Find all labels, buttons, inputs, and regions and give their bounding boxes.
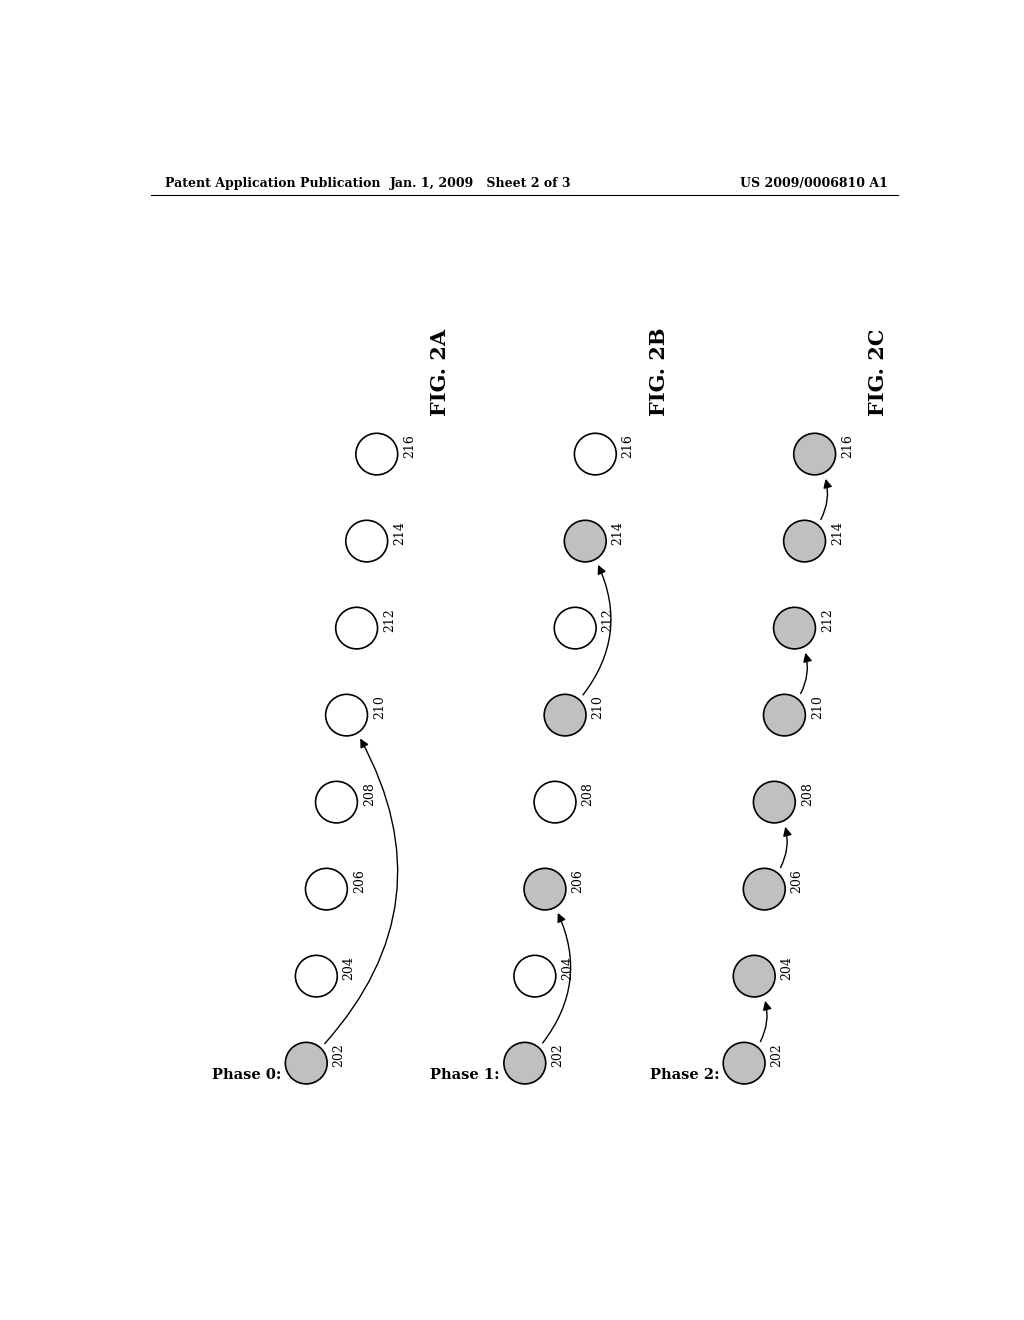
Text: 214: 214: [611, 521, 625, 545]
Circle shape: [794, 433, 836, 475]
Circle shape: [544, 694, 586, 737]
Text: FIG. 2A: FIG. 2A: [430, 329, 451, 416]
Circle shape: [733, 956, 775, 997]
Circle shape: [286, 1043, 328, 1084]
Circle shape: [326, 694, 368, 737]
Text: Phase 0:: Phase 0:: [212, 1068, 281, 1081]
Circle shape: [783, 520, 825, 562]
Circle shape: [336, 607, 378, 649]
Circle shape: [773, 607, 815, 649]
Text: 216: 216: [403, 434, 416, 458]
Text: 208: 208: [582, 781, 594, 807]
Text: 214: 214: [393, 521, 407, 545]
Circle shape: [295, 956, 337, 997]
Text: 216: 216: [841, 434, 854, 458]
Text: 210: 210: [373, 696, 386, 719]
Circle shape: [754, 781, 796, 822]
Text: 204: 204: [343, 956, 355, 979]
Circle shape: [564, 520, 606, 562]
Text: 208: 208: [801, 781, 814, 807]
Circle shape: [504, 1043, 546, 1084]
Text: 206: 206: [352, 869, 366, 894]
Text: 208: 208: [362, 781, 376, 807]
Circle shape: [356, 433, 397, 475]
Circle shape: [305, 869, 347, 909]
Text: 210: 210: [592, 696, 604, 719]
Text: 204: 204: [561, 956, 574, 979]
Circle shape: [764, 694, 805, 737]
Circle shape: [743, 869, 785, 909]
Text: Phase 2:: Phase 2:: [649, 1068, 719, 1081]
Text: 204: 204: [780, 956, 794, 979]
Text: 212: 212: [383, 609, 396, 632]
Circle shape: [535, 781, 575, 822]
Text: US 2009/0006810 A1: US 2009/0006810 A1: [740, 177, 888, 190]
Text: 206: 206: [571, 869, 585, 894]
Text: 210: 210: [811, 696, 823, 719]
Text: 202: 202: [770, 1043, 783, 1067]
Circle shape: [723, 1043, 765, 1084]
Text: 212: 212: [601, 609, 614, 632]
Text: 202: 202: [551, 1043, 564, 1067]
Circle shape: [574, 433, 616, 475]
Text: FIG. 2C: FIG. 2C: [868, 329, 888, 416]
Circle shape: [346, 520, 388, 562]
Text: 202: 202: [333, 1043, 345, 1067]
Circle shape: [315, 781, 357, 822]
Circle shape: [524, 869, 566, 909]
Text: Patent Application Publication: Patent Application Publication: [165, 177, 381, 190]
Text: 216: 216: [622, 434, 635, 458]
Circle shape: [554, 607, 596, 649]
Text: 206: 206: [791, 869, 804, 894]
Text: Jan. 1, 2009   Sheet 2 of 3: Jan. 1, 2009 Sheet 2 of 3: [390, 177, 571, 190]
Text: FIG. 2B: FIG. 2B: [649, 327, 669, 416]
Text: Phase 1:: Phase 1:: [430, 1068, 500, 1081]
Circle shape: [514, 956, 556, 997]
Text: 212: 212: [821, 609, 834, 632]
Text: 214: 214: [830, 521, 844, 545]
